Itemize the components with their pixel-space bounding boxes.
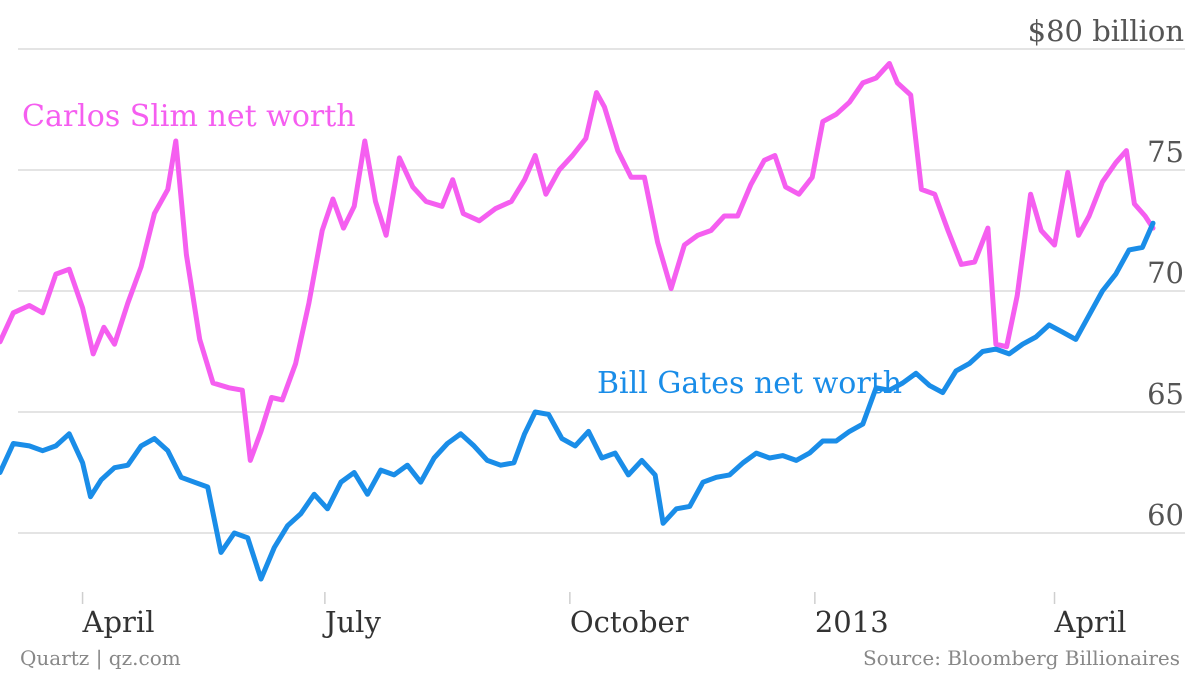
series-label-carlos-slim: Carlos Slim net worth [22, 99, 356, 134]
series-line-carlos-slim [0, 61, 1156, 463]
x-tick-label-4: April [1054, 605, 1127, 639]
x-tick-label-1: July [322, 605, 382, 639]
x-tick-label-0: April [82, 605, 155, 639]
y-axis-labels: $80 billion 75 70 65 60 [1028, 14, 1184, 532]
y-tick-label-70: 70 [1147, 256, 1184, 290]
footer-source: Source: Bloomberg Billionaires [862, 646, 1180, 670]
series-lines [0, 61, 1156, 582]
series-label-bill-gates: Bill Gates net worth [597, 366, 902, 401]
x-axis: April July October 2013 April [82, 592, 1127, 639]
y-tick-label-60: 60 [1147, 498, 1184, 532]
x-tick-label-3: 2013 [815, 605, 889, 639]
y-tick-label-65: 65 [1147, 377, 1184, 411]
x-tick-label-2: October [570, 605, 689, 639]
series-line-bill-gates [0, 220, 1156, 582]
grid-lines [18, 48, 1185, 534]
y-tick-label-75: 75 [1147, 135, 1184, 169]
footer-credit: Quartz | qz.com [20, 646, 181, 670]
y-tick-label-80: $80 billion [1028, 14, 1184, 48]
